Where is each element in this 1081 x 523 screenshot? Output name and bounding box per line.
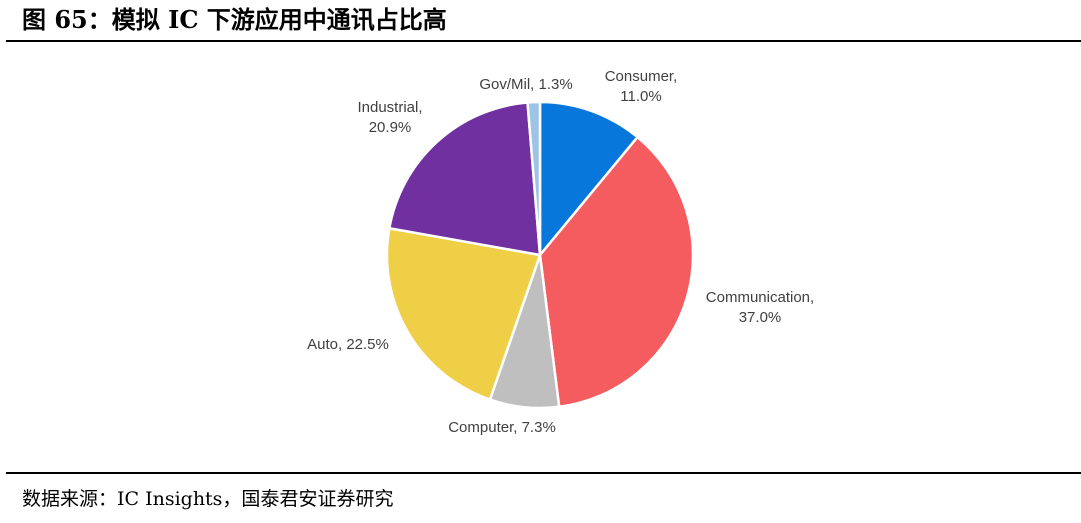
source-note: 数据来源：IC Insights，国泰君安证券研究: [22, 488, 394, 510]
slice-label-communication: Communication, 37.0%: [706, 289, 814, 326]
slice-label-gov-mil: Gov/Mil, 1.3%: [479, 76, 572, 93]
pie-slice-consumer: [538, 100, 639, 257]
slice-label-computer: Computer, 7.3%: [448, 419, 556, 436]
pie-chart-svg: Consumer, 11.0% Communication, 37.0% Compute…: [307, 68, 814, 436]
slice-label-consumer: Consumer, 11.0%: [605, 68, 678, 105]
pie-slice-auto: [385, 226, 542, 401]
figure-title: 图 65：模拟 IC 下游应用中通讯占比高: [22, 5, 447, 34]
bottom-divider: [6, 472, 1081, 474]
pie-chart: Consumer, 11.0% Communication, 37.0% Compute…: [0, 42, 1081, 472]
slice-label-auto: Auto, 22.5%: [307, 336, 389, 353]
pie-slice-industrial: [388, 101, 542, 257]
top-divider: [6, 40, 1081, 42]
slice-label-industrial: Industrial, 20.9%: [357, 99, 422, 136]
pie-slice-communication: [538, 135, 695, 409]
pie-slice-gov-mil: [526, 100, 542, 257]
